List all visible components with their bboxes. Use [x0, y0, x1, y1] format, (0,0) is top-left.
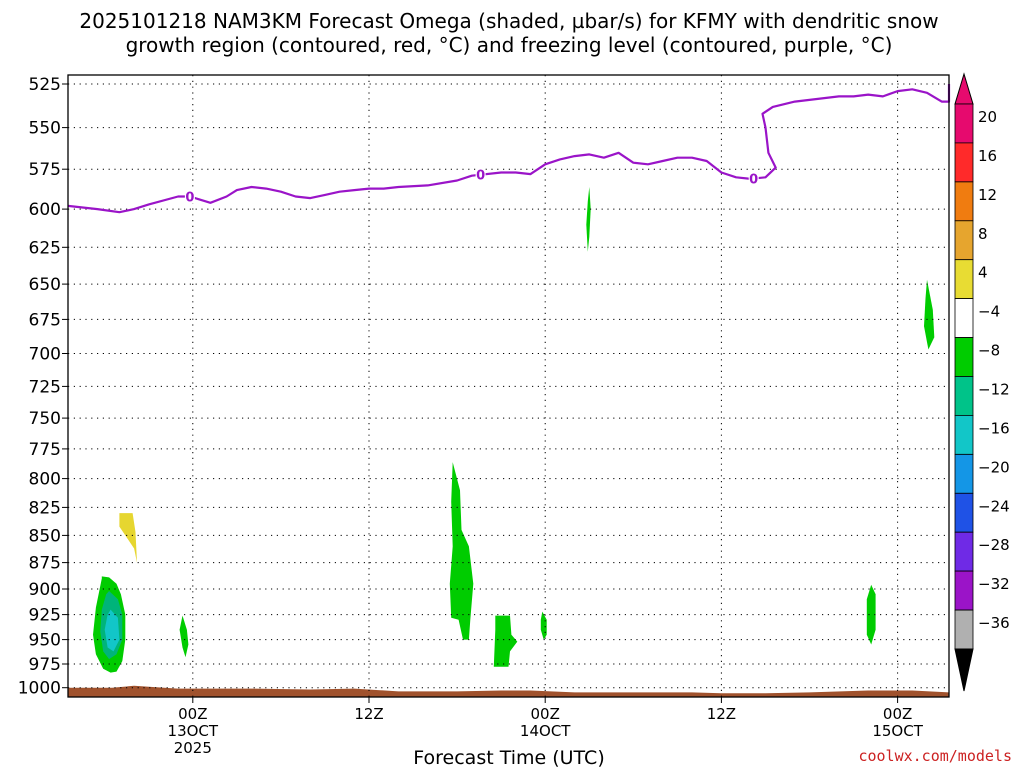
- colorbar-label-11: −28: [978, 536, 1010, 554]
- colorbar-label-4: 4: [978, 264, 988, 282]
- ground-terrain: [68, 685, 949, 697]
- colorbar: 20 16 12 8 4 −4 −8 −12 −16 −20 −24 −28 −32 −36: [954, 72, 1010, 692]
- omega-region-3: [119, 513, 137, 563]
- contour-label-0: 0: [185, 191, 194, 206]
- y-tick-label-825: 825: [29, 498, 61, 518]
- colorbar-segment-4: [954, 259, 974, 300]
- colorbar-segment-0: [954, 103, 974, 144]
- colorbar-segment-10: [954, 492, 974, 533]
- omega-region-4: [179, 615, 189, 658]
- colorbar-segment-11: [954, 531, 974, 572]
- x-axis-label: Forecast Time (UTC): [413, 747, 604, 768]
- gridlines: [68, 75, 949, 697]
- x-tick-line: 12Z: [354, 705, 383, 723]
- contour-label-bg-1: [475, 166, 486, 182]
- x-tick-label-4: 00Z 15OCT: [872, 705, 923, 740]
- x-tick-label-0: 00Z 13OCT 2025: [168, 705, 219, 757]
- chart-title-line-1: 2025101218 NAM3KM Forecast Omega (shaded…: [79, 9, 938, 33]
- colorbar-over-arrow: [954, 72, 974, 105]
- x-tick-line: 12Z: [707, 705, 736, 723]
- colorbar-segment-5: [954, 298, 974, 338]
- y-tick-label-925: 925: [29, 606, 61, 626]
- omega-region-10: [924, 279, 935, 350]
- colorbar-segment-7: [954, 376, 974, 416]
- omega-region-5: [449, 462, 474, 640]
- contour-label-bg-0: [184, 188, 195, 204]
- colorbar-under-arrow: [954, 648, 974, 692]
- colorbar-label-7: −12: [978, 381, 1010, 399]
- y-tick-label-875: 875: [29, 554, 61, 574]
- colorbar-label-1: 16: [978, 147, 997, 165]
- colorbar-segment-9: [954, 453, 974, 494]
- omega-shading: [93, 187, 935, 673]
- y-tick-label-900: 900: [29, 580, 61, 600]
- omega-region-6: [493, 615, 518, 667]
- colorbar-label-10: −24: [978, 497, 1010, 515]
- y-axis: 525 550 575 600 625 650 675 700 725 750 775 800 825 8…: [18, 75, 68, 699]
- y-tick-label-550: 550: [29, 119, 61, 139]
- colorbar-label-8: −16: [978, 419, 1010, 437]
- y-tick-label-675: 675: [29, 310, 61, 330]
- x-tick-line: 13OCT: [168, 722, 219, 740]
- colorbar-segment-3: [954, 220, 974, 261]
- contour-label-2: 0: [749, 173, 758, 188]
- contour-label-bg-2: [748, 170, 759, 186]
- x-tick-line: 00Z: [178, 705, 207, 723]
- colorbar-label-5: −4: [978, 303, 1000, 321]
- omega-region-2: [104, 609, 120, 652]
- colorbar-label-2: 12: [978, 186, 997, 204]
- y-tick-label-525: 525: [29, 75, 61, 95]
- colorbar-label-12: −32: [978, 575, 1010, 593]
- colorbar-label-0: 20: [978, 108, 997, 126]
- omega-region-7: [540, 611, 547, 640]
- colorbar-label-6: −8: [978, 342, 1000, 360]
- x-tick-line: 15OCT: [872, 722, 923, 740]
- x-tick-label-2: 00Z 14OCT: [520, 705, 571, 740]
- y-tick-label-975: 975: [29, 655, 61, 675]
- x-tick-label-3: 12Z: [707, 705, 736, 723]
- x-tick-line: 14OCT: [520, 722, 571, 740]
- colorbar-label-13: −36: [978, 614, 1010, 632]
- x-tick-label-1: 12Z: [354, 705, 383, 723]
- y-tick-label-850: 850: [29, 526, 61, 546]
- y-tick-label-575: 575: [29, 160, 61, 180]
- colorbar-segment-13: [954, 609, 974, 650]
- y-tick-label-950: 950: [29, 631, 61, 651]
- colorbar-label-3: 8: [978, 225, 988, 243]
- credit-text: coolwx.com/models: [858, 747, 1012, 765]
- colorbar-segment-8: [954, 414, 974, 455]
- x-tick-line: 00Z: [531, 705, 560, 723]
- freezing-level-line: [67, 84, 951, 214]
- chart-title-line-2: growth region (contoured, red, °C) and f…: [126, 33, 893, 57]
- omega-region-8: [586, 187, 591, 252]
- colorbar-segment-1: [954, 142, 974, 183]
- contour-label-1: 0: [476, 169, 485, 184]
- y-tick-label-725: 725: [29, 377, 61, 397]
- colorbar-segment-12: [954, 570, 974, 611]
- x-tick-line: 00Z: [883, 705, 912, 723]
- colorbar-segment-6: [954, 337, 974, 377]
- y-tick-label-800: 800: [29, 470, 61, 490]
- omega-region-9: [866, 584, 876, 645]
- x-tick-line: 2025: [174, 739, 212, 757]
- y-tick-label-600: 600: [29, 200, 61, 220]
- colorbar-segment-2: [954, 181, 974, 222]
- colorbar-label-9: −20: [978, 458, 1010, 476]
- y-tick-label-1000: 1000: [18, 679, 61, 699]
- y-tick-label-775: 775: [29, 440, 61, 460]
- y-tick-label-625: 625: [29, 238, 61, 258]
- y-tick-label-650: 650: [29, 275, 61, 295]
- plot-area: 0 0 0: [67, 74, 951, 698]
- y-tick-label-700: 700: [29, 345, 61, 365]
- y-tick-label-750: 750: [29, 409, 61, 429]
